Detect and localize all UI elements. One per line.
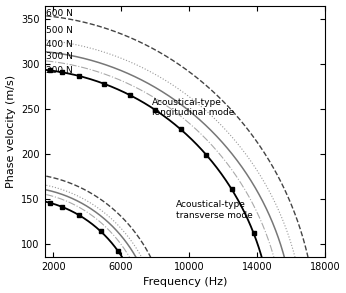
Text: Acoustical-type
longitudinal mode: Acoustical-type longitudinal mode	[152, 98, 234, 117]
Text: 300 N: 300 N	[46, 52, 73, 61]
Y-axis label: Phase velocity (m/s): Phase velocity (m/s)	[6, 75, 16, 188]
Text: Acoustical-type
transverse mode: Acoustical-type transverse mode	[175, 200, 252, 220]
Text: 500 N: 500 N	[46, 26, 73, 35]
Text: 600 N: 600 N	[46, 9, 73, 18]
Text: 400 N: 400 N	[46, 40, 73, 49]
Text: 200 N: 200 N	[46, 66, 73, 75]
X-axis label: Frequency (Hz): Frequency (Hz)	[143, 277, 227, 287]
